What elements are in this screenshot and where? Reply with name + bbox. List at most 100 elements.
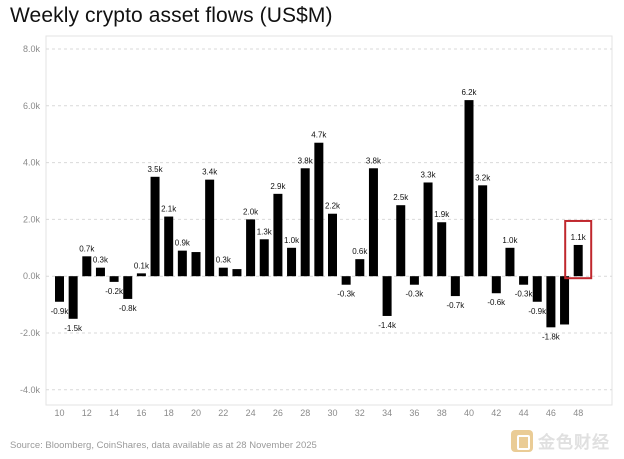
- bar: [109, 276, 119, 282]
- x-tick-label: 24: [246, 408, 256, 418]
- x-tick-label: 40: [464, 408, 474, 418]
- bar: [123, 276, 133, 299]
- y-tick-label: 0.0k: [23, 271, 41, 281]
- data-label: -0.9k: [528, 307, 547, 316]
- data-label: 3.3k: [420, 170, 436, 179]
- x-tick-label: 46: [546, 408, 556, 418]
- data-label: 2.5k: [393, 193, 409, 202]
- bar: [259, 239, 269, 277]
- data-label: 2.2k: [325, 202, 341, 211]
- data-label: -0.2k: [105, 287, 124, 296]
- data-label: -0.6k: [487, 298, 506, 307]
- bar: [314, 142, 324, 277]
- data-label: 1.3k: [257, 227, 273, 236]
- data-label: 0.3k: [93, 256, 109, 265]
- bar: [532, 276, 542, 302]
- x-tick-label: 16: [136, 408, 146, 418]
- plot-frame: [45, 35, 613, 406]
- data-label: 1.9k: [434, 210, 450, 219]
- bar: [300, 168, 310, 277]
- data-label: -0.7k: [446, 301, 465, 310]
- data-label: 3.2k: [475, 173, 491, 182]
- watermark: 金色财经: [511, 428, 610, 453]
- data-label: 6.2k: [461, 88, 477, 97]
- y-tick-label: -4.0k: [20, 385, 41, 395]
- bar: [205, 179, 215, 277]
- y-tick-label: 6.0k: [23, 101, 41, 111]
- data-label: 3.8k: [366, 156, 382, 165]
- bar: [55, 276, 64, 302]
- data-label: -0.3k: [515, 290, 534, 299]
- data-label: -0.9k: [51, 307, 70, 316]
- x-tick-label: 20: [191, 408, 201, 418]
- bar: [450, 276, 460, 297]
- bar: [368, 168, 378, 277]
- bar: [478, 185, 488, 277]
- bar: [191, 252, 201, 277]
- data-label: -1.4k: [378, 321, 397, 330]
- x-tick-label: 30: [327, 408, 337, 418]
- bar: [396, 205, 406, 277]
- data-label: 3.4k: [202, 168, 218, 177]
- x-tick-label: 22: [218, 408, 228, 418]
- data-label: 2.0k: [243, 207, 259, 216]
- bar: [82, 256, 92, 277]
- bar: [232, 269, 242, 277]
- bar: [246, 219, 256, 277]
- data-label: 2.1k: [161, 205, 177, 214]
- watermark-text: 金色财经: [538, 433, 610, 453]
- data-label: -0.3k: [406, 290, 425, 299]
- data-label: 0.3k: [216, 256, 232, 265]
- bar: [464, 100, 474, 277]
- y-tick-label: 2.0k: [23, 214, 41, 224]
- x-tick-label: 42: [491, 408, 501, 418]
- bar: [546, 276, 556, 328]
- bar: [423, 182, 433, 277]
- data-label: 1.0k: [502, 236, 518, 245]
- bar: [519, 276, 529, 285]
- bar: [505, 247, 515, 277]
- x-tick-label: 34: [382, 408, 392, 418]
- x-tick-label: 26: [273, 408, 283, 418]
- data-label: 1.0k: [284, 236, 300, 245]
- x-tick-label: 28: [300, 408, 310, 418]
- bar: [355, 259, 365, 277]
- bar: [409, 276, 419, 285]
- bar: [491, 276, 501, 294]
- bar: [560, 276, 570, 325]
- data-label: -0.3k: [337, 290, 356, 299]
- bar: [177, 250, 187, 277]
- data-label: -0.8k: [119, 304, 138, 313]
- data-label: 1.1k: [571, 233, 587, 242]
- data-label: 0.9k: [175, 239, 191, 248]
- bar: [437, 222, 447, 277]
- x-tick-label: 38: [437, 408, 447, 418]
- bar: [164, 216, 174, 277]
- x-tick-label: 32: [355, 408, 365, 418]
- x-tick-label: 44: [519, 408, 529, 418]
- bar: [68, 276, 78, 319]
- watermark-logo-icon: [511, 429, 533, 452]
- source-note: Source: Bloomberg, CoinShares, data avai…: [10, 440, 317, 451]
- x-tick-label: 10: [54, 408, 64, 418]
- x-tick-label: 14: [109, 408, 119, 418]
- bar: [150, 176, 160, 277]
- bar: [382, 276, 392, 316]
- bar: [218, 267, 228, 277]
- bar: [573, 244, 583, 277]
- bar: [287, 247, 297, 277]
- bar: [328, 213, 337, 277]
- data-label: 0.1k: [134, 261, 150, 270]
- data-label: 3.5k: [147, 165, 163, 174]
- x-tick-label: 18: [164, 408, 174, 418]
- bar: [136, 273, 146, 277]
- bar: [95, 267, 105, 277]
- y-tick-label: 4.0k: [23, 158, 41, 168]
- bar: [341, 276, 351, 285]
- chart-title: Weekly crypto asset flows (US$M): [10, 4, 333, 27]
- data-label: 0.7k: [79, 244, 95, 253]
- data-label: 0.6k: [352, 247, 368, 256]
- x-tick-label: 48: [573, 408, 583, 418]
- data-label: 4.7k: [311, 131, 327, 140]
